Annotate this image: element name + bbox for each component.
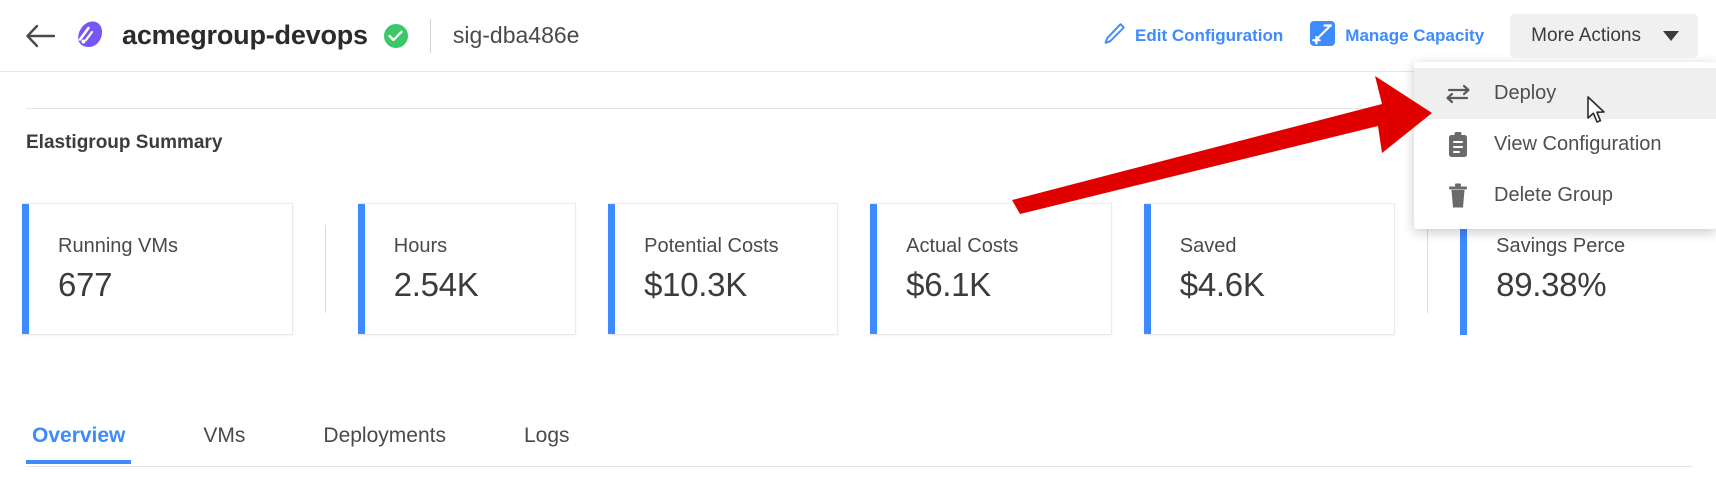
swap-arrows-icon: [1444, 80, 1472, 108]
kpi-label: Saved: [1179, 234, 1237, 257]
tab-deployments[interactable]: Deployments: [323, 424, 446, 447]
content-tab-bar: Overview VMs Deployments Logs: [0, 424, 1716, 470]
more-actions-dropdown-menu: Deploy View Configuration Delete Group: [1414, 62, 1716, 229]
kpi-value: $10.3K: [644, 265, 747, 303]
kpi-value: $6.1K: [906, 265, 991, 303]
more-actions-label: More Actions: [1531, 24, 1641, 46]
kpi-card-row: Running VMs 677 Hours 2.54K Potential Co…: [0, 203, 1716, 335]
kpi-label: Potential Costs: [644, 234, 779, 257]
chevron-down-icon: [1663, 30, 1679, 41]
clipboard-icon: [1444, 131, 1472, 159]
kpi-label: Running VMs: [58, 234, 179, 257]
kpi-card-saved: Saved $4.6K: [1143, 203, 1396, 335]
kpi-label: Savings Perce: [1496, 234, 1626, 257]
kpi-separator: [1427, 225, 1429, 313]
kpi-label: Hours: [393, 234, 448, 257]
menu-item-label: Deploy: [1494, 82, 1557, 104]
summary-divider: [26, 108, 1692, 109]
edit-configuration-button[interactable]: Edit Configuration: [1103, 22, 1283, 50]
spot-brand-logo-icon: [70, 19, 104, 53]
more-actions-button[interactable]: More Actions: [1510, 13, 1698, 58]
tab-overview[interactable]: Overview: [26, 424, 132, 464]
manage-capacity-button[interactable]: Manage Capacity: [1309, 20, 1484, 52]
check-circle-icon: [383, 23, 408, 48]
kpi-value: 677: [58, 265, 113, 303]
kpi-value: $4.6K: [1179, 265, 1265, 303]
tab-logs[interactable]: Logs: [523, 424, 570, 447]
page-title: acmegroup-devops: [122, 20, 368, 50]
trash-icon: [1444, 182, 1472, 210]
kpi-card-actual-costs: Actual Costs $6.1K: [870, 203, 1112, 335]
menu-item-delete-group[interactable]: Delete Group: [1414, 170, 1716, 221]
page-header: acmegroup-devops sig-dba486e Edit Config…: [0, 0, 1716, 72]
back-arrow-icon[interactable]: [20, 16, 60, 56]
kpi-card-hours: Hours 2.54K: [357, 203, 577, 335]
group-id-label: sig-dba486e: [452, 22, 580, 48]
menu-item-label: Delete Group: [1494, 184, 1613, 206]
kpi-gap: [326, 203, 358, 335]
kpi-card-potential-costs: Potential Costs $10.3K: [608, 203, 839, 335]
summary-title: Elastigroup Summary: [26, 132, 223, 153]
kpi-label: Actual Costs: [906, 234, 1019, 257]
edit-configuration-label: Edit Configuration: [1135, 25, 1284, 45]
content-tab-divider: [26, 466, 1692, 467]
header-divider: [429, 18, 431, 53]
pencil-icon: [1103, 22, 1126, 50]
kpi-gap: [1112, 203, 1144, 335]
menu-item-label: View Configuration: [1494, 133, 1662, 155]
capacity-plus-minus-icon: [1309, 20, 1336, 52]
menu-item-view-configuration[interactable]: View Configuration: [1414, 119, 1716, 170]
kpi-gap: [293, 203, 325, 335]
kpi-separator: [324, 225, 326, 313]
menu-item-deploy[interactable]: Deploy: [1414, 68, 1716, 119]
manage-capacity-label: Manage Capacity: [1345, 25, 1485, 45]
kpi-gap: [576, 203, 608, 335]
tab-vms[interactable]: VMs: [203, 424, 246, 447]
kpi-card-running-vms: Running VMs 677: [22, 203, 293, 335]
kpi-value: 2.54K: [393, 265, 479, 303]
kpi-value: 89.38%: [1496, 265, 1607, 303]
kpi-gap: [838, 203, 870, 335]
